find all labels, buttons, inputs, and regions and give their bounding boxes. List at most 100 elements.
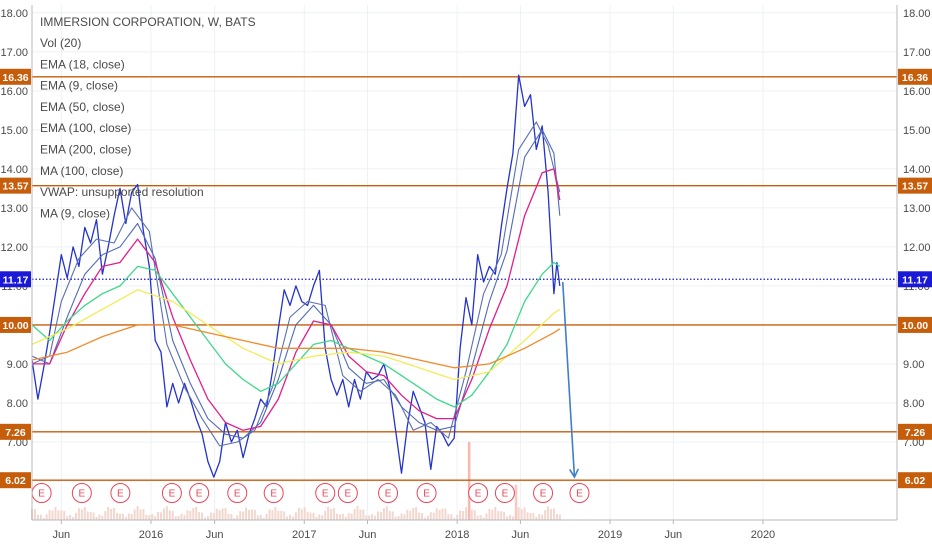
volume-bar [107,506,110,520]
volume-bar [491,509,494,520]
volume-bar [438,510,441,520]
indicator-line [31,261,561,408]
earnings-marker [71,483,92,503]
volume-bar [412,508,415,520]
legend-item: MA (9, close) [40,206,110,220]
x-tick-label: Jun [512,529,530,541]
volume-bar [186,510,189,520]
earnings-marker [227,483,248,503]
level-tag-left-label: 13.57 [2,181,28,193]
level-tag-right [898,316,932,333]
volume-bar [209,512,212,520]
legend-item: Vol (20) [40,36,81,50]
volume-bar [356,506,359,520]
price-line [31,74,561,478]
y-tick-label-right: 14.00 [903,164,931,176]
volume-bar [101,515,104,520]
volume-bar [157,511,160,520]
volume-bar [98,514,101,520]
volume-bar [95,516,98,520]
legend: IMMERSION CORPORATION, W, BATS Vol (20) E… [40,15,256,220]
volume-bar [256,515,259,520]
volume-bar [447,514,450,520]
volume-bar [403,514,406,520]
level-tag-right-label: 13.57 [902,181,928,193]
volume-bar [426,515,429,520]
y-tick-label-right: 9.00 [903,359,924,371]
volume-bar [441,508,444,520]
earnings-marker-label: E [196,489,203,500]
y-tick-label-left: 13.00 [0,203,28,215]
volume-bar [374,515,377,520]
earnings-marker-label: E [385,489,392,500]
volume-bar [406,509,409,520]
y-tick-label-left: 18.00 [0,8,28,20]
level-tag-left-label: 7.26 [5,427,26,439]
volume-bar [124,516,127,520]
volume-bar [286,516,289,520]
indicator-line [31,121,561,447]
volume-bar [139,509,142,520]
volume-bar [118,513,121,520]
volume-bar [268,509,271,520]
volume-bar [324,510,327,520]
level-tag-left [0,472,31,489]
volume-bar [250,509,253,520]
volume-bar [382,508,385,520]
volume-bar [45,514,48,520]
volume-bar [180,513,183,520]
volume-bar [476,515,479,520]
volume-bar [473,510,476,520]
earnings-marker [263,483,284,503]
volume-bar [479,514,482,520]
arrow-head [568,468,580,479]
volume-bar [127,513,130,520]
volume-bar [335,513,338,520]
volume-bar [409,510,412,520]
volume-bar [277,510,280,520]
volume-bar [297,507,300,520]
earnings-marker [315,483,336,503]
volume-bar [464,507,467,520]
earnings-marker-label: E [169,489,176,500]
volume-bar [165,506,168,520]
x-tick-label: Jun [359,529,377,541]
level-tag-right [898,472,932,489]
x-tick-label: Jun [206,529,224,541]
volume-bar [239,511,242,520]
level-tag-left-label: 11.17 [3,274,29,286]
volume-bar [420,513,423,520]
volume-bar [160,512,163,520]
volume-bar [529,513,532,520]
volume-bar [174,516,177,520]
y-tick-label-left: 17.00 [0,47,28,59]
volume-bar [415,507,418,520]
y-tick-label-left: 14.00 [0,164,28,176]
level-tag-left-label: 6.02 [5,475,26,487]
volume-bar [162,508,165,520]
volume-bar [350,513,353,520]
volume-bar [547,506,550,520]
volume-bar [397,515,400,520]
indicator-line [31,129,561,439]
volume-bar [63,510,66,520]
volume-bar [195,506,198,520]
volume-bar [148,515,151,520]
earnings-marker-label: E [234,489,241,500]
legend-item: EMA (100, close) [40,121,131,135]
volume-bar [312,512,315,520]
volume-bar [154,516,157,520]
volume-bar [365,515,368,520]
volume-bar [394,516,397,520]
arrow-shaft [561,281,576,478]
volume-bar [215,508,218,520]
earnings-marker [494,483,515,503]
volume-spike [467,441,471,520]
volume-bar [359,509,362,520]
volume-bar [555,514,558,520]
volume-bar [291,516,294,520]
volume-bar [429,512,432,520]
volume-bar [321,515,324,520]
